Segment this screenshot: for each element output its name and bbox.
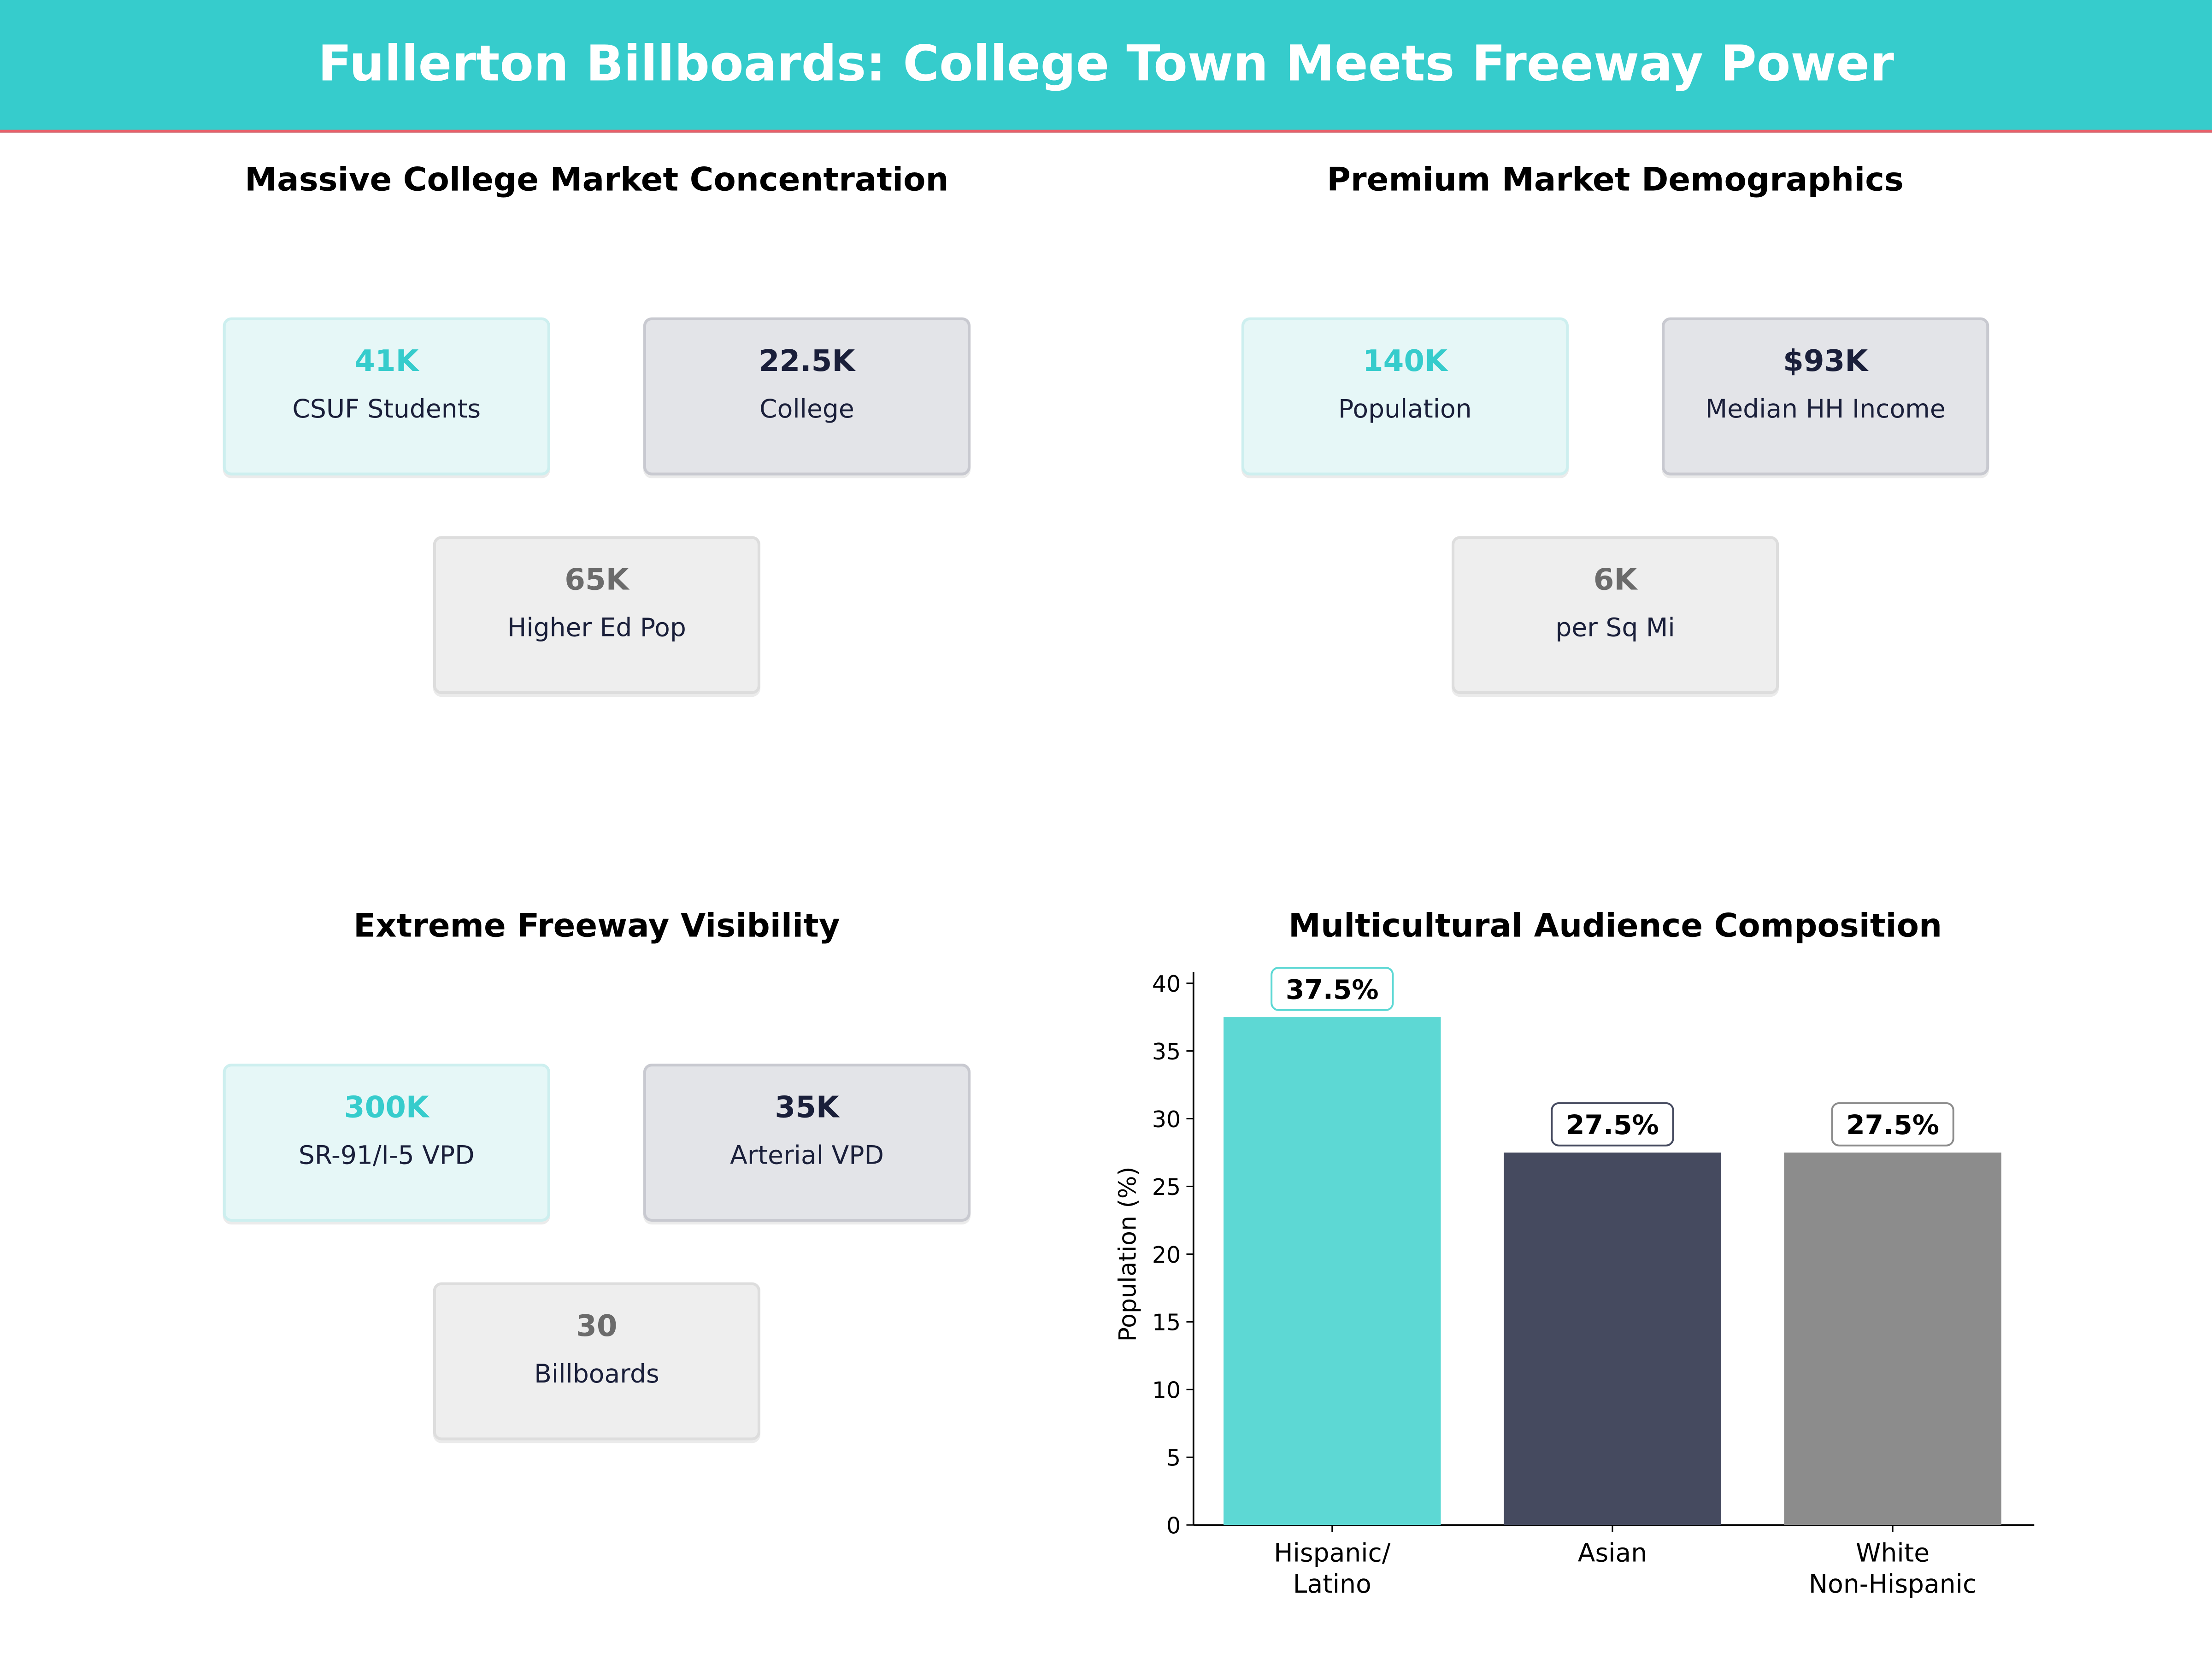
panel-title-demographics: Premium Market Demographics [1327, 162, 1904, 199]
stat-card: 300K SR-91/I-5 VPD [223, 1064, 550, 1222]
x-tick-label: White [1856, 1538, 1930, 1568]
x-tick-label: Non-Hispanic [1809, 1569, 1977, 1599]
y-tick-label: 25 [1152, 1174, 1181, 1200]
stat-value: 41K [354, 344, 419, 378]
y-tick-label: 15 [1152, 1310, 1181, 1336]
stat-card: 41K CSUF Students [223, 317, 550, 476]
chart-title: Multicultural Audience Composition [1288, 908, 1942, 946]
y-tick-label: 35 [1152, 1039, 1181, 1065]
y-tick-label: 20 [1152, 1242, 1181, 1268]
bar [1224, 1017, 1441, 1525]
stat-label: per Sq Mi [1555, 613, 1675, 643]
stat-card: 140K Population [1241, 317, 1569, 476]
stat-value: 65K [565, 563, 629, 597]
stat-value: 300K [344, 1090, 429, 1124]
page-title: Fullerton Billboards: College Town Meets… [318, 36, 1894, 94]
stat-card: 65K Higher Ed Pop [433, 536, 760, 694]
y-tick-label: 5 [1166, 1445, 1181, 1471]
y-tick-label: 10 [1152, 1377, 1181, 1404]
stat-card: $93K Median HH Income [1662, 317, 1989, 476]
x-tick-label: Latino [1293, 1569, 1371, 1599]
data-label: 27.5% [1846, 1109, 1939, 1141]
stat-value: $93K [1783, 344, 1868, 378]
stat-card: 35K Arterial VPD [643, 1064, 971, 1222]
stat-value: 30 [576, 1309, 618, 1343]
x-tick-label: Asian [1578, 1538, 1647, 1568]
stat-label: Arterial VPD [730, 1141, 884, 1171]
stat-value: 35K [775, 1090, 839, 1124]
data-label: 37.5% [1286, 974, 1379, 1005]
panel-title-college: Massive College Market Concentration [245, 162, 949, 199]
data-label: 27.5% [1566, 1109, 1659, 1141]
stat-label: Higher Ed Pop [507, 613, 686, 643]
header-banner: Fullerton Billboards: College Town Meets… [0, 0, 2212, 133]
bar [1504, 1153, 1721, 1525]
stat-label: Median HH Income [1705, 395, 1946, 425]
stat-value: 140K [1362, 344, 1447, 378]
x-tick-label: Hispanic/ [1274, 1538, 1391, 1568]
data-label-box [1551, 1102, 1674, 1147]
stat-value: 22.5K [759, 344, 855, 378]
stat-label: Population [1338, 395, 1472, 425]
y-axis-label: Population (%) [1114, 1166, 1141, 1341]
y-tick-label: 30 [1152, 1106, 1181, 1133]
stat-label: College [759, 395, 854, 425]
stat-card: 22.5K College [643, 317, 971, 476]
stat-card: 30 Billboards [433, 1282, 760, 1441]
data-label-box [1831, 1102, 1954, 1147]
stat-label: CSUF Students [292, 395, 481, 425]
panel-title-freeway: Extreme Freeway Visibility [353, 908, 840, 946]
data-label-box [1271, 966, 1394, 1011]
bar [1784, 1153, 2001, 1525]
stat-label: Billboards [534, 1359, 659, 1390]
stat-card: 6K per Sq Mi [1451, 536, 1779, 694]
y-tick-label: 0 [1166, 1513, 1181, 1539]
y-tick-label: 40 [1152, 971, 1181, 997]
stat-value: 6K [1593, 563, 1637, 597]
stat-label: SR-91/I-5 VPD [298, 1141, 475, 1171]
